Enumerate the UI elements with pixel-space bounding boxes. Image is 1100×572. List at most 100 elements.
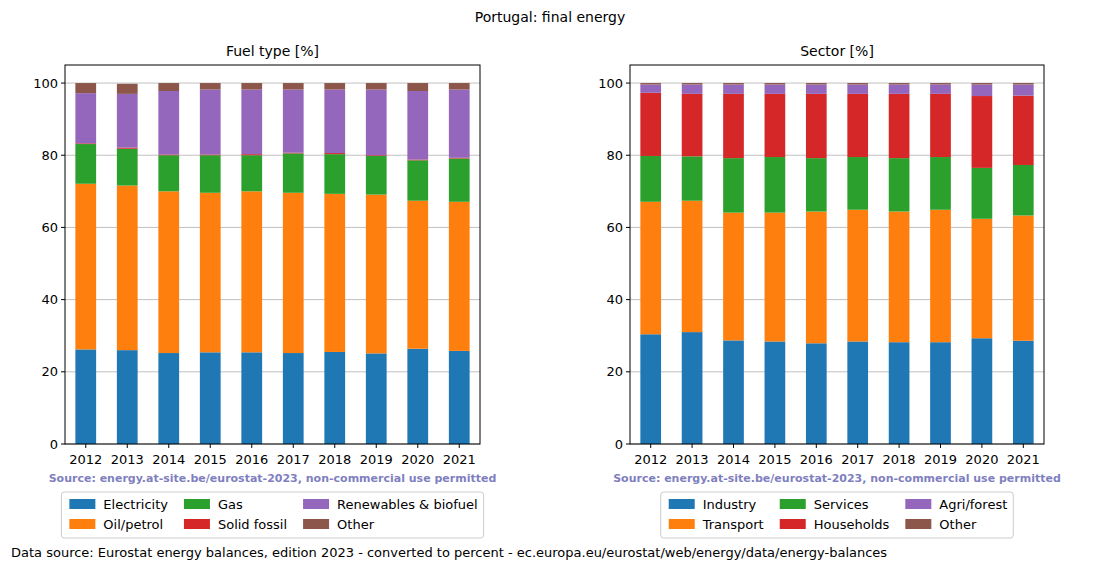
tick-mark: [210, 444, 211, 448]
tick-label: 2012: [69, 452, 102, 467]
bar-segment: [449, 83, 470, 89]
bar-segment: [640, 202, 661, 334]
tick-mark: [626, 371, 630, 372]
bar-segment: [324, 90, 345, 154]
bar-segment: [640, 93, 661, 156]
bar-segment: [930, 94, 951, 157]
bar-segment: [723, 83, 744, 84]
tick-mark: [899, 444, 900, 448]
bar-segment: [449, 351, 470, 444]
suptitle: Portugal: final energy: [475, 9, 626, 25]
bar-segment: [117, 84, 138, 94]
legend: ElectricityOil/petrolGasSolid fossilRene…: [61, 492, 483, 538]
bar-segment: [241, 154, 262, 155]
bar-segment: [972, 219, 993, 338]
tick-label: 2015: [758, 452, 791, 467]
tick-label: 2021: [443, 452, 476, 467]
bar-segment: [1013, 96, 1034, 165]
bar-segment: [930, 84, 951, 93]
source-note: Source: energy.at-site.be/eurostat-2023,…: [613, 472, 1061, 485]
legend-swatch: [780, 519, 806, 529]
tick-mark: [774, 444, 775, 448]
bar-segment: [972, 338, 993, 444]
bar-segment: [324, 352, 345, 444]
legend-swatch: [184, 519, 210, 529]
tick-label: 2019: [924, 452, 957, 467]
figure: Portugal: final energy Data source: Euros…: [0, 0, 1100, 572]
bar-segment: [241, 352, 262, 444]
bar-segment: [366, 90, 387, 156]
bar-segment: [806, 83, 827, 84]
tick-mark: [293, 444, 294, 448]
bar-segment: [366, 83, 387, 89]
legend-swatch: [905, 519, 931, 529]
tick-mark: [376, 444, 377, 448]
tick-mark: [940, 444, 941, 448]
bar-segment: [407, 83, 428, 91]
bar-segment: [889, 158, 910, 211]
tick-label: 2014: [717, 452, 750, 467]
footnote: Data source: Eurostat energy balances, e…: [11, 545, 887, 560]
bar-segment: [366, 195, 387, 354]
bar-segment: [158, 353, 179, 444]
bar-segment: [283, 193, 304, 353]
legend-swatch: [669, 519, 695, 529]
tick-label: 2019: [360, 452, 393, 467]
grid-line: [630, 83, 1044, 84]
bar-segment: [449, 90, 470, 158]
tick-mark: [981, 444, 982, 448]
tick-label: 2014: [152, 452, 185, 467]
bar-segment: [640, 83, 661, 84]
axes-frame: [630, 65, 1044, 444]
tick-label: 20: [41, 364, 58, 379]
bar-segment: [765, 341, 786, 444]
legend-swatch: [905, 499, 931, 509]
bar-segment: [847, 157, 868, 210]
bar-segment: [324, 154, 345, 194]
subplot-title: Sector [%]: [800, 43, 874, 59]
legend-swatch: [69, 519, 95, 529]
legend-label: Other: [939, 517, 977, 532]
tick-mark: [626, 444, 630, 445]
bar-segment: [682, 84, 703, 93]
tick-label: 0: [50, 437, 58, 452]
bar-segment: [1013, 216, 1034, 341]
legend-label: Renewables & biofuel: [337, 497, 478, 512]
bar-segment: [765, 84, 786, 93]
tick-mark: [168, 444, 169, 448]
bar-segment: [723, 94, 744, 158]
tick-label: 2016: [800, 452, 833, 467]
bars: [75, 83, 469, 444]
bar-segment: [847, 84, 868, 93]
bar-segment: [847, 210, 868, 342]
bar-segment: [117, 350, 138, 444]
tick-label: 40: [41, 292, 58, 307]
bar-segment: [117, 186, 138, 351]
bar-segment: [75, 349, 96, 444]
bar-segment: [241, 90, 262, 155]
bar-segment: [889, 342, 910, 444]
panel: 0204060801002012201320142015201620172018…: [33, 43, 496, 538]
bar-segment: [682, 83, 703, 84]
bar-segment: [407, 91, 428, 160]
bar-segment: [200, 193, 221, 353]
bar-segment: [765, 83, 786, 84]
axes-frame: [65, 65, 480, 444]
bar-segment: [847, 341, 868, 444]
tick-label: 2017: [841, 452, 874, 467]
bar-segment: [158, 155, 179, 191]
tick-label: 80: [606, 148, 623, 163]
tick-mark: [61, 444, 65, 445]
bar-segment: [682, 94, 703, 156]
bar-segment: [806, 84, 827, 93]
legend-box: [61, 492, 483, 538]
bar-segment: [241, 191, 262, 352]
tick-mark: [650, 444, 651, 448]
bar-segment: [723, 158, 744, 213]
tick-mark: [1023, 444, 1024, 448]
tick-mark: [334, 444, 335, 448]
tick-label: 2018: [883, 452, 916, 467]
bar-segment: [723, 213, 744, 341]
bar-segment: [324, 194, 345, 352]
tick-mark: [626, 299, 630, 300]
